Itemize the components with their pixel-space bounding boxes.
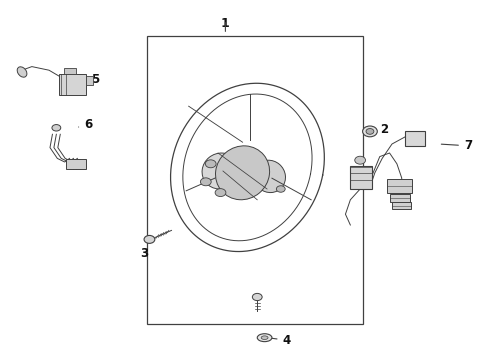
Ellipse shape bbox=[144, 235, 155, 243]
Bar bbox=[59, 74, 86, 95]
Ellipse shape bbox=[253, 160, 286, 193]
Bar bbox=[64, 68, 76, 74]
Text: 6: 6 bbox=[78, 118, 92, 131]
Text: 5: 5 bbox=[83, 73, 99, 86]
Ellipse shape bbox=[257, 334, 272, 342]
Bar bbox=[405, 131, 425, 146]
Ellipse shape bbox=[261, 336, 268, 339]
Ellipse shape bbox=[52, 125, 61, 131]
Bar bbox=[86, 76, 93, 85]
Text: 3: 3 bbox=[141, 241, 149, 260]
Text: 2: 2 bbox=[374, 123, 389, 136]
Text: 4: 4 bbox=[270, 334, 291, 347]
Bar bbox=[392, 202, 411, 209]
Bar bbox=[387, 179, 412, 193]
Bar bbox=[66, 159, 86, 169]
Text: 7: 7 bbox=[441, 139, 472, 152]
Ellipse shape bbox=[216, 146, 270, 200]
Text: 1: 1 bbox=[221, 17, 230, 30]
Ellipse shape bbox=[252, 293, 262, 301]
Ellipse shape bbox=[205, 160, 216, 168]
Ellipse shape bbox=[366, 129, 374, 134]
Ellipse shape bbox=[355, 156, 366, 164]
Bar bbox=[350, 166, 372, 189]
Ellipse shape bbox=[276, 186, 285, 192]
Ellipse shape bbox=[17, 67, 27, 77]
Ellipse shape bbox=[200, 178, 211, 186]
Bar bbox=[147, 36, 363, 324]
Bar bbox=[390, 194, 410, 202]
Ellipse shape bbox=[202, 153, 239, 189]
Ellipse shape bbox=[215, 189, 226, 197]
Ellipse shape bbox=[363, 126, 377, 137]
